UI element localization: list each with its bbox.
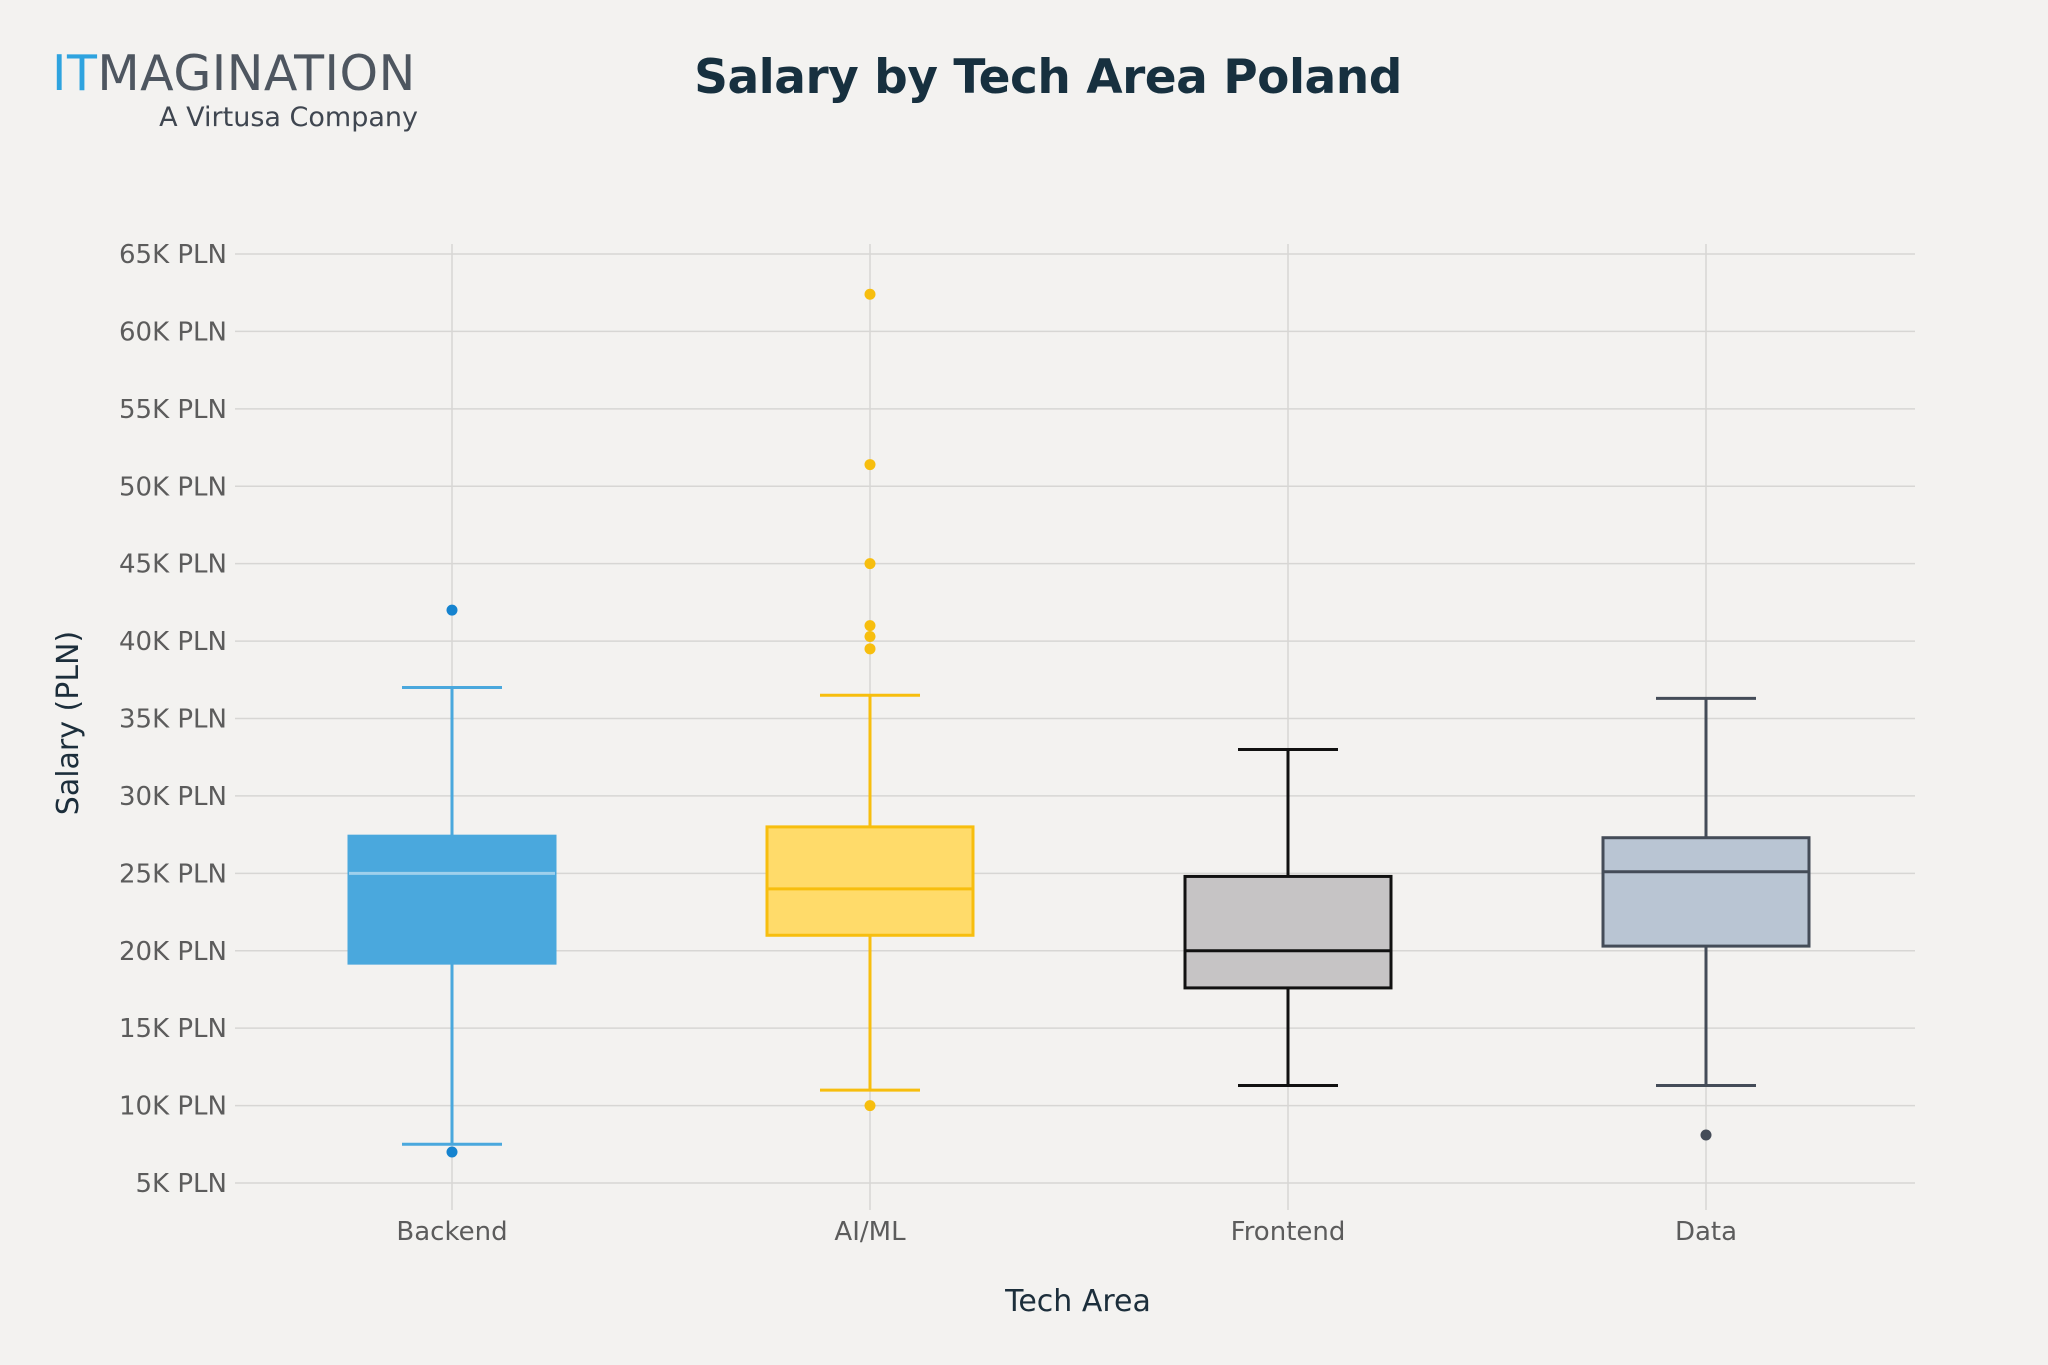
boxes — [347, 288, 1811, 1158]
chart-title: Salary by Tech Area Poland — [694, 50, 1402, 105]
box-backend — [347, 604, 557, 1158]
outlier-point — [864, 558, 876, 570]
outlier-point — [864, 643, 876, 655]
outlier-point — [864, 459, 876, 471]
x-tick-label: Backend — [396, 1217, 507, 1247]
logo-tagline: A Virtusa Company — [159, 102, 418, 133]
box-data — [1601, 696, 1811, 1141]
outlier-point — [1700, 1129, 1712, 1141]
y-tick-label: 50K PLN — [119, 472, 227, 502]
outlier-point — [864, 1100, 876, 1112]
outlier-point — [446, 1146, 458, 1158]
box-frontend — [1183, 747, 1393, 1087]
y-tick-label: 20K PLN — [119, 937, 227, 967]
iqr-box — [765, 825, 975, 937]
x-tick-label: Data — [1675, 1217, 1737, 1247]
x-tick-label: Frontend — [1231, 1217, 1346, 1247]
logo-wordmark-rest: MAGINATION — [97, 45, 416, 102]
box-ai-ml — [765, 288, 975, 1112]
y-tick-label: 5K PLN — [136, 1169, 227, 1199]
y-tick-label: 30K PLN — [119, 782, 227, 812]
outlier-point — [864, 620, 876, 632]
x-tick-label: AI/ML — [834, 1217, 906, 1247]
outlier-point — [864, 288, 876, 300]
logo-wordmark-accent: IT — [52, 45, 98, 102]
logo-wordmark: ITMAGINATION — [52, 46, 416, 102]
outlier-point — [864, 630, 876, 642]
iqr-box — [347, 834, 557, 965]
y-axis-title: Salary (PLN) — [51, 631, 86, 815]
y-tick-label: 35K PLN — [119, 705, 227, 735]
y-tick-label: 40K PLN — [119, 627, 227, 657]
outlier-point — [446, 604, 458, 616]
y-tick-label: 45K PLN — [119, 550, 227, 580]
y-axis-ticks: 5K PLN 10K PLN 15K PLN 20K PLN 25K PLN 30K PL… — [119, 240, 227, 1199]
y-tick-label: 10K PLN — [119, 1092, 227, 1122]
x-axis-title: Tech Area — [1004, 1284, 1151, 1319]
iqr-box — [1183, 874, 1393, 990]
x-axis-ticks: Backend AI/ML Frontend Data — [396, 1217, 1737, 1247]
company-logo: ITMAGINATION A Virtusa Company — [52, 46, 418, 136]
y-tick-label: 60K PLN — [119, 317, 227, 347]
y-tick-label: 55K PLN — [119, 395, 227, 425]
y-tick-label: 65K PLN — [119, 240, 227, 270]
grid-lines — [235, 244, 1915, 1210]
y-tick-label: 25K PLN — [119, 859, 227, 889]
iqr-box — [1601, 836, 1811, 948]
y-tick-label: 15K PLN — [119, 1014, 227, 1044]
